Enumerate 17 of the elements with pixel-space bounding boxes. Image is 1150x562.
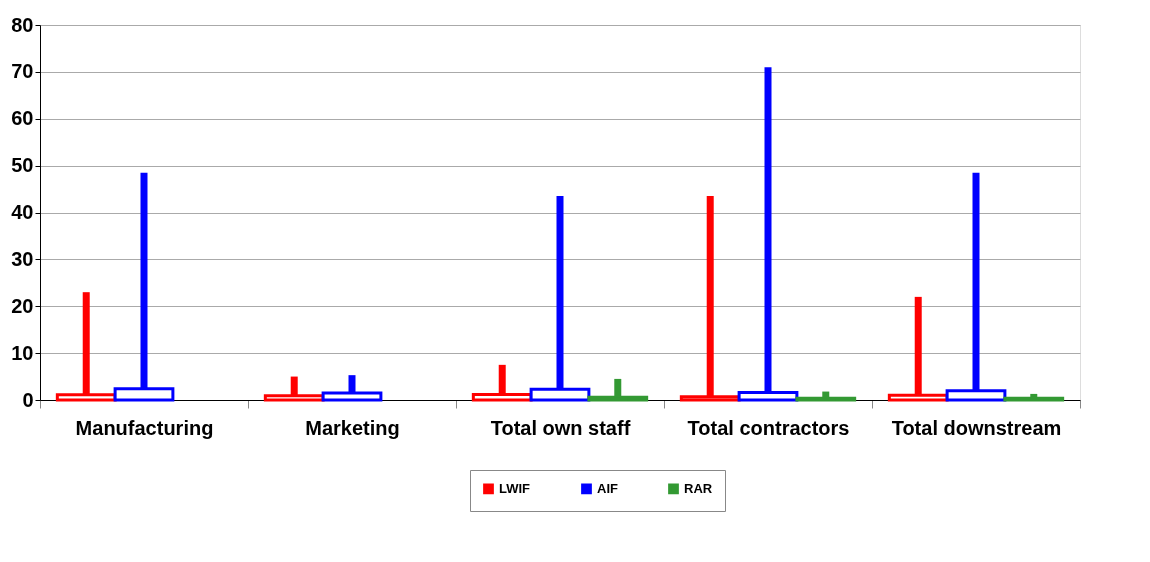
y-tick-label: 50 (11, 154, 34, 177)
x-tick-label: Total contractors (687, 416, 850, 439)
legend-label: AIF (597, 480, 618, 496)
y-tick-label: 40 (11, 201, 34, 223)
legend-label: LWIF (499, 480, 531, 496)
y-tick-label: 0 (22, 388, 34, 411)
x-tick-label: Marketing (305, 416, 400, 439)
x-tick-label: Total downstream (891, 416, 1062, 439)
y-tick-label: 70 (11, 60, 34, 83)
x-tick-label: Total own staff (490, 416, 631, 439)
x-tick-label: Manufacturing (75, 416, 214, 439)
y-tick-label: 60 (11, 107, 34, 130)
y-tick-label: 30 (11, 247, 34, 270)
y-tick-label: 20 (11, 294, 34, 317)
y-tick-label: 80 (11, 13, 34, 36)
legend-label: RAR (684, 480, 713, 496)
y-tick-label: 10 (11, 341, 34, 364)
